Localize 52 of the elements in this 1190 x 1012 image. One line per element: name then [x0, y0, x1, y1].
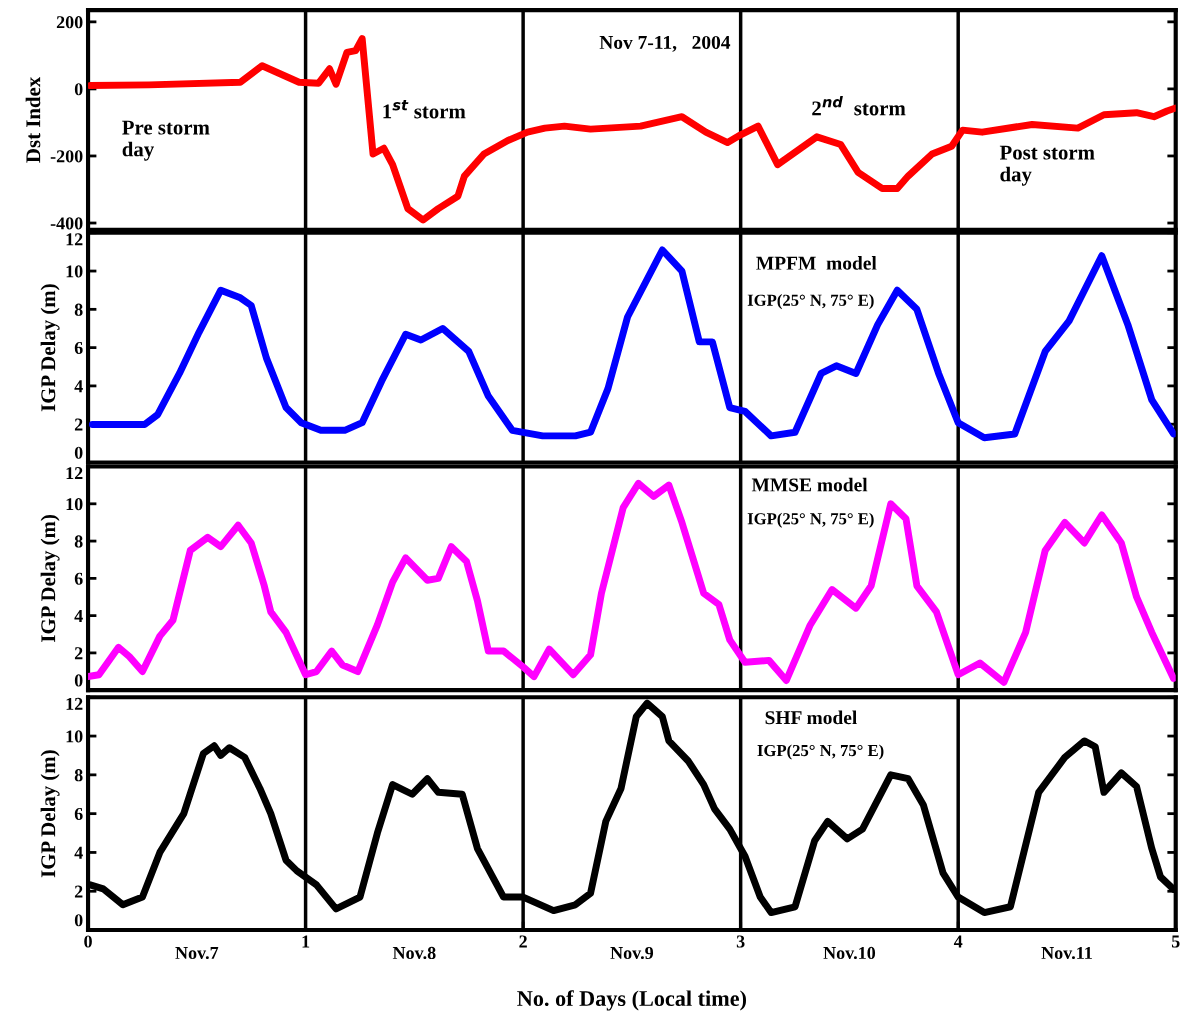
y-tick-label: 0	[74, 674, 83, 687]
y-tick-label: 2	[74, 418, 83, 431]
annotation: Post storm day	[999, 145, 1095, 186]
y-tick-label: 6	[74, 572, 83, 585]
annotation: Nov 7-11, 2004	[599, 35, 731, 52]
annotation: MMSE model	[751, 477, 868, 492]
x-tick-label: 4	[953, 935, 963, 948]
y-tick-label: 2	[74, 885, 83, 898]
annotation: 2$^{nd}$ storm	[812, 96, 906, 116]
annotation: SHF model	[765, 710, 857, 725]
x-tick-label: 2	[519, 935, 527, 948]
y-tick-label: -400	[50, 217, 83, 230]
y-tick-label: 0	[74, 83, 83, 96]
y-tick-label: 8	[74, 769, 83, 782]
text: Nov.8	[392, 946, 436, 960]
text: Nov.11	[1041, 946, 1092, 960]
y-tick-label: 6	[74, 807, 83, 821]
y-tick-label: 10	[66, 265, 83, 278]
y-tick-label: -200	[50, 150, 83, 163]
x-tick-label: 1	[302, 935, 310, 948]
annotation: IGP(25° N, 75° E)	[747, 294, 874, 310]
y-axis-title: IGP Delay (m)	[40, 750, 60, 878]
y-tick-label: 4	[74, 846, 83, 859]
y-tick-label: 8	[74, 303, 83, 316]
annotation: MPFM model	[756, 256, 877, 270]
annotation: 1$^{st}$ storm	[383, 100, 466, 119]
y-tick-label: 0	[74, 914, 83, 927]
y-tick-label: 4	[74, 380, 83, 393]
y-axis-title: Dst Index	[25, 76, 41, 163]
y-tick-label: 10	[66, 730, 83, 743]
y-axis-title: IGP Delay (m)	[40, 515, 60, 642]
text: Nov.9	[610, 946, 654, 960]
text: Nov.7	[175, 947, 219, 960]
y-tick-label: 2	[74, 647, 83, 660]
x-axis-title: No. of Days (Local time)	[517, 990, 747, 1011]
x-tick-label: 3	[736, 935, 745, 948]
annotation: IGP(25° N, 75° E)	[747, 512, 874, 528]
y-tick-label: 12	[66, 697, 83, 710]
x-tick-label: 5	[1171, 935, 1180, 948]
y-tick-label: 12	[66, 233, 83, 246]
x-tick-label: 0	[84, 935, 92, 948]
y-tick-label: 200	[56, 16, 83, 29]
y-axis-title: IGP Delay (m)	[40, 284, 60, 412]
annotation: Pre storm day	[122, 120, 210, 161]
y-tick-label: 8	[74, 535, 83, 548]
y-tick-label: 4	[74, 610, 83, 622]
text: Nov.10	[823, 946, 876, 960]
y-tick-label: 10	[66, 498, 83, 511]
y-tick-label: 12	[66, 467, 83, 480]
y-tick-label: 0	[74, 446, 83, 459]
annotation: IGP(25° N, 75° E)	[757, 744, 884, 760]
y-tick-label: 6	[74, 341, 83, 355]
